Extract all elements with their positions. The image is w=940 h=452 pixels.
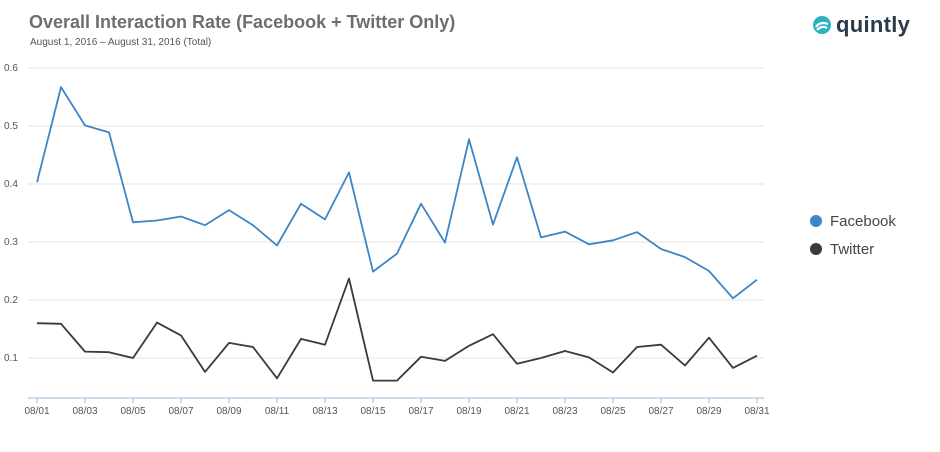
legend-item-twitter[interactable]: Twitter	[810, 239, 896, 259]
x-tick-label: 08/27	[648, 406, 673, 417]
x-tick-label: 08/05	[120, 406, 145, 417]
x-tick-label: 08/23	[552, 406, 577, 417]
x-tick-label: 08/19	[456, 406, 481, 417]
x-tick-label: 08/25	[600, 406, 625, 417]
x-tick-label: 08/29	[696, 406, 721, 417]
logo-text: quintly	[836, 12, 911, 37]
x-tick-label: 08/09	[216, 406, 241, 417]
legend-marker-facebook	[810, 215, 822, 227]
y-tick-label: 0.3	[4, 237, 18, 248]
series-line-twitter[interactable]	[36, 277, 758, 382]
x-tick-label: 08/21	[504, 406, 529, 417]
series-line-facebook[interactable]	[36, 86, 758, 300]
x-tick-label: 08/03	[72, 406, 97, 417]
legend-label-twitter: Twitter	[830, 240, 875, 258]
quintly-logo-icon	[813, 16, 831, 34]
quintly-logo: quintly	[812, 12, 910, 38]
y-tick-label: 0.2	[4, 295, 18, 306]
x-tick-label: 08/15	[360, 406, 385, 417]
series-lines	[36, 86, 758, 382]
chart-subtitle: August 1, 2016 – August 31, 2016 (Total)	[30, 37, 212, 48]
x-tick-label: 08/31	[744, 406, 769, 417]
legend-marker-twitter	[810, 243, 822, 255]
gridlines	[28, 67, 764, 359]
y-tick-label: 0.4	[4, 179, 18, 190]
legend-label-facebook: Facebook	[830, 212, 896, 230]
x-tick-label: 08/13	[312, 406, 337, 417]
x-tick-label: 08/17	[408, 406, 433, 417]
chart-title: Overall Interaction Rate (Facebook + Twi…	[29, 12, 456, 32]
x-tick-label: 08/07	[168, 406, 193, 417]
y-axis-ticks: 0.1 0.2 0.3 0.4 0.5 0.6	[4, 63, 18, 364]
y-tick-label: 0.5	[4, 121, 18, 132]
legend-item-facebook[interactable]: Facebook	[810, 211, 896, 231]
y-tick-label: 0.6	[4, 63, 18, 74]
x-axis-ticks: 08/01 08/03 08/05 08/07 08/09 08/11 08/13 08/15…	[24, 398, 770, 417]
y-tick-label: 0.1	[4, 353, 18, 364]
x-tick-label: 08/11	[265, 406, 290, 417]
x-tick-label: 08/01	[24, 406, 49, 417]
legend: Facebook Twitter	[810, 211, 896, 267]
